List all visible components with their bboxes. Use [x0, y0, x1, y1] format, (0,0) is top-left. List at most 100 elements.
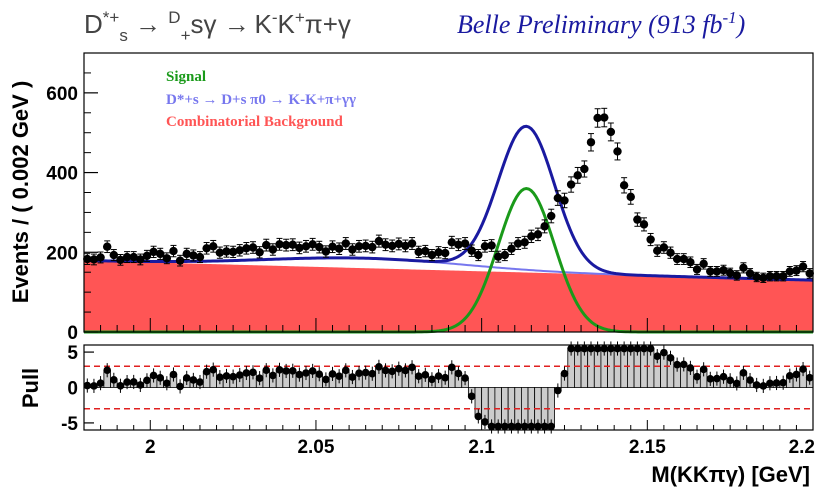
data-marker — [480, 242, 490, 251]
pull-point — [554, 383, 562, 398]
data-marker — [255, 248, 264, 257]
pull-marker — [341, 366, 350, 375]
data-point — [474, 249, 483, 262]
data-marker — [407, 239, 417, 248]
pull-point — [699, 362, 708, 377]
data-point — [672, 253, 682, 265]
pull-marker — [620, 344, 628, 353]
data-marker — [228, 247, 238, 257]
pull-point — [222, 368, 231, 384]
data-point — [600, 107, 609, 128]
pull-point — [786, 368, 794, 383]
pull-point — [666, 350, 675, 365]
pull-point — [156, 370, 165, 385]
pull-point — [103, 363, 111, 378]
pull-marker — [275, 366, 284, 374]
data-marker — [341, 239, 350, 248]
data-point — [659, 241, 669, 254]
pull-point — [713, 371, 721, 386]
data-marker — [706, 267, 715, 276]
data-point — [301, 239, 311, 253]
pull-point — [719, 369, 728, 384]
data-marker — [553, 193, 563, 203]
pull-marker — [772, 379, 781, 387]
data-point — [480, 239, 490, 253]
data-point — [288, 238, 297, 252]
pull-point — [328, 366, 337, 381]
data-marker — [348, 245, 357, 254]
pull-point — [587, 341, 595, 356]
pull-point — [269, 368, 277, 383]
pull-marker — [414, 372, 423, 381]
data-marker — [639, 220, 649, 229]
pull-marker — [573, 344, 582, 353]
data-point — [162, 252, 172, 265]
data-marker — [275, 240, 284, 249]
data-marker — [434, 248, 443, 257]
data-point — [348, 243, 357, 256]
data-marker — [765, 272, 775, 281]
data-point — [368, 240, 377, 254]
pull-point — [96, 376, 105, 391]
pull-point — [315, 367, 324, 382]
data-point — [719, 264, 728, 276]
pull-marker — [328, 370, 337, 378]
data-point — [209, 239, 218, 253]
pull-marker — [766, 379, 774, 388]
pull-point — [255, 371, 264, 386]
pull-marker — [792, 370, 801, 379]
pull-marker — [394, 364, 403, 373]
pull-marker — [149, 371, 158, 380]
pull-point — [613, 341, 622, 356]
pull-point — [129, 374, 138, 390]
pull-marker — [739, 369, 748, 377]
data-marker — [189, 251, 198, 260]
pull-point — [136, 377, 145, 393]
data-point — [613, 142, 622, 161]
pull-marker — [308, 367, 317, 375]
data-marker — [440, 248, 450, 258]
data-marker — [487, 241, 496, 250]
data-marker — [719, 266, 728, 275]
data-point — [573, 166, 582, 184]
pull-point — [341, 363, 350, 378]
pull-point — [375, 359, 383, 374]
pull-point — [467, 389, 476, 404]
pull-marker — [746, 376, 754, 384]
data-point — [361, 239, 370, 253]
data-point — [102, 240, 112, 254]
data-point — [547, 208, 556, 224]
pull-marker — [163, 379, 171, 388]
data-marker — [122, 252, 132, 262]
data-point — [533, 227, 543, 242]
pull-marker — [428, 375, 436, 384]
data-point — [440, 246, 450, 260]
pull-point — [302, 365, 310, 381]
data-point — [805, 268, 814, 279]
data-marker — [242, 244, 251, 253]
pull-point — [792, 367, 801, 382]
data-marker — [209, 242, 218, 251]
data-point — [527, 229, 536, 244]
data-marker — [785, 267, 795, 276]
pull-marker — [467, 392, 476, 401]
data-marker — [633, 215, 642, 224]
x-tick-label: 2.15 — [629, 437, 666, 458]
data-point — [434, 246, 443, 259]
data-point — [202, 242, 211, 255]
data-point — [626, 189, 635, 205]
pull-marker — [368, 369, 377, 378]
data-marker — [169, 246, 178, 256]
data-point — [586, 133, 596, 152]
pull-marker — [520, 422, 529, 431]
data-marker — [547, 211, 556, 221]
data-point — [341, 237, 350, 250]
data-marker — [560, 196, 569, 205]
y-tick-label: 200 — [46, 243, 78, 264]
pull-marker — [673, 360, 681, 369]
pull-point — [163, 376, 171, 391]
data-marker — [745, 269, 755, 278]
data-marker — [467, 246, 476, 255]
data-point — [759, 272, 768, 283]
data-marker — [387, 241, 397, 251]
